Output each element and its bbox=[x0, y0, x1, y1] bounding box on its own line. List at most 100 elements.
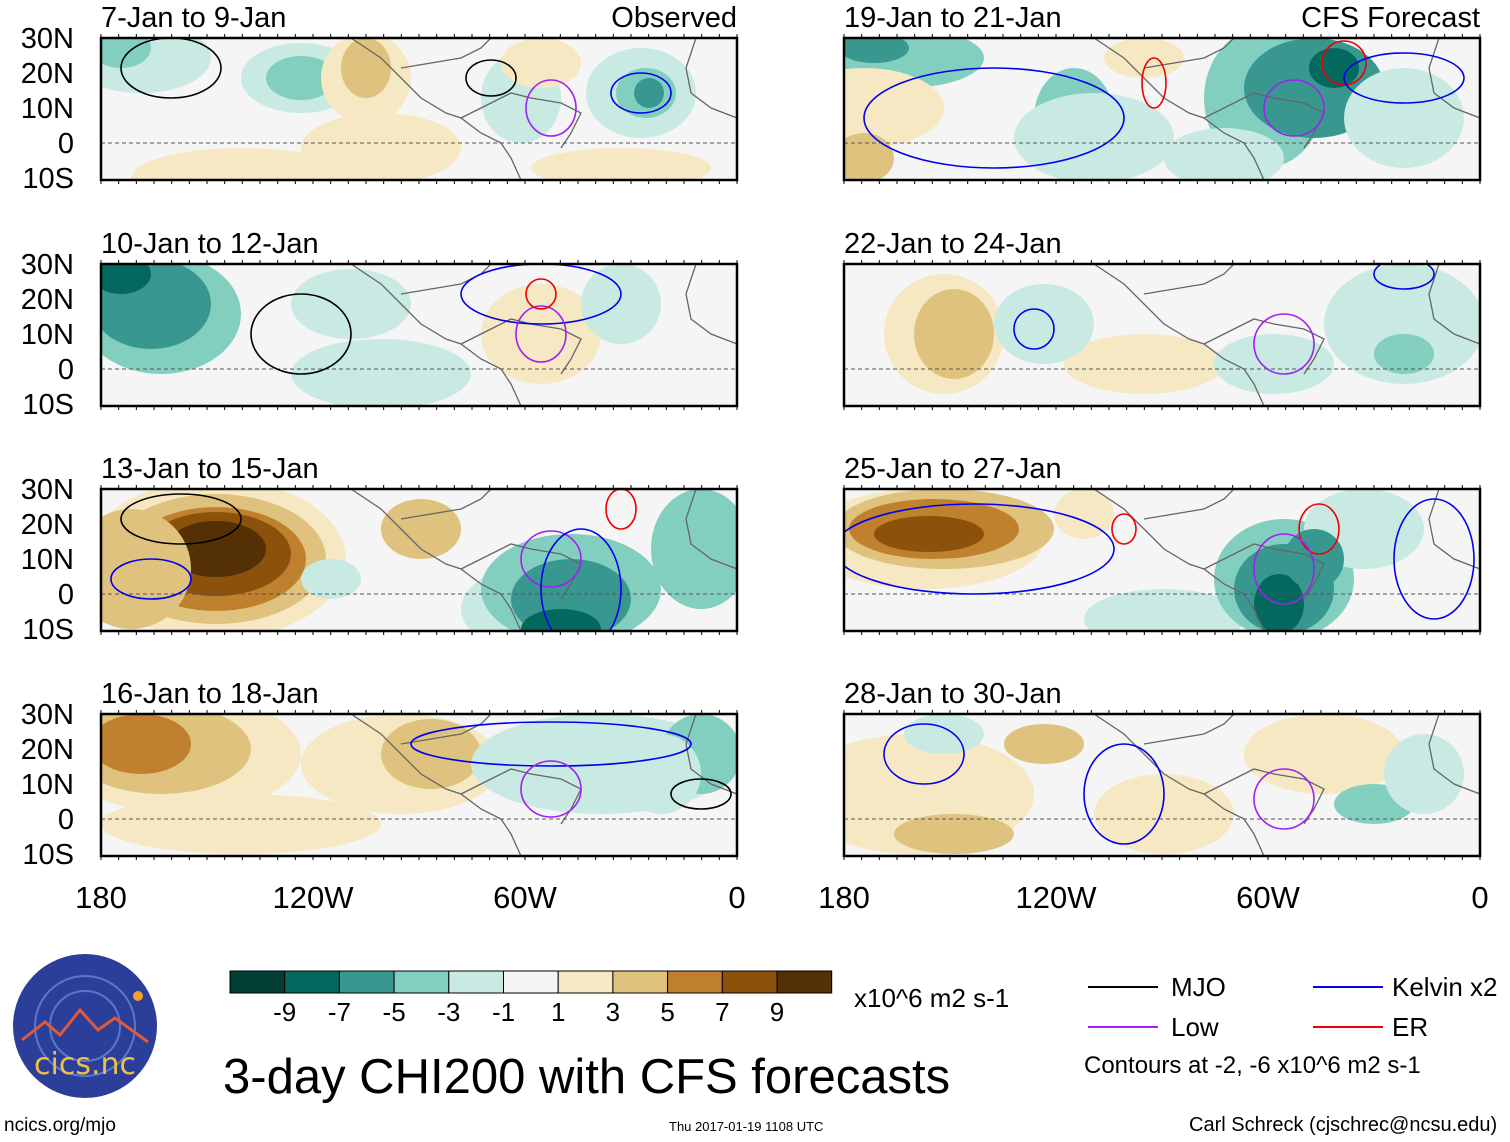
anomaly-shading bbox=[381, 719, 481, 789]
colorbar-tick-label: 7 bbox=[715, 997, 730, 1027]
anomaly-shading bbox=[521, 609, 601, 631]
lat-tick-label: 30N bbox=[20, 23, 74, 55]
lon-tick-label: 0 bbox=[1471, 880, 1489, 915]
anomaly-shading bbox=[621, 734, 701, 814]
contour-line bbox=[120, 493, 242, 545]
lat-tick-label: 10N bbox=[20, 544, 74, 576]
map-panel bbox=[842, 710, 1482, 860]
anomaly-shading bbox=[994, 284, 1094, 364]
lat-tick-label: 10N bbox=[20, 319, 74, 351]
anomaly-shading bbox=[1384, 734, 1464, 814]
column-label: Observed bbox=[611, 2, 737, 34]
colorbar-tick-label: -1 bbox=[491, 997, 516, 1027]
lat-tick-label: 30N bbox=[20, 474, 74, 506]
anomaly-shading bbox=[1054, 489, 1114, 539]
anomaly-shading bbox=[914, 289, 994, 379]
panel-title: 25-Jan to 27-Jan bbox=[844, 453, 1062, 485]
lat-tick-label: 10S bbox=[22, 614, 74, 646]
anomaly-shading bbox=[301, 113, 461, 180]
lat-tick-label: 20N bbox=[20, 509, 74, 541]
map-panel bbox=[842, 34, 1482, 184]
contour-line bbox=[1393, 498, 1475, 620]
colorbar-tick-label: -7 bbox=[327, 997, 351, 1027]
anomaly-shading bbox=[501, 38, 581, 88]
colorbar-tick-label: -3 bbox=[437, 997, 461, 1027]
map-panel bbox=[99, 260, 739, 410]
lat-tick-label: 10N bbox=[20, 93, 74, 125]
contour-line bbox=[1111, 513, 1137, 545]
anomaly-shading bbox=[531, 148, 711, 180]
lat-tick-label: 10S bbox=[22, 839, 74, 871]
anomaly-shading bbox=[1324, 264, 1480, 384]
lon-tick-label: 0 bbox=[728, 880, 746, 915]
contour-line bbox=[1083, 743, 1165, 845]
contour-line bbox=[520, 760, 582, 818]
anomaly-shading bbox=[651, 489, 737, 609]
lat-tick-label: 10N bbox=[20, 769, 74, 801]
coastline bbox=[1093, 714, 1480, 856]
contour-line bbox=[460, 264, 622, 325]
contour-line bbox=[515, 305, 567, 363]
contour-line bbox=[1321, 40, 1367, 86]
lat-tick-label: 20N bbox=[20, 734, 74, 766]
contour-line bbox=[1263, 79, 1325, 137]
contour-line bbox=[1013, 308, 1055, 350]
coastline bbox=[350, 38, 737, 180]
map-panel bbox=[99, 485, 739, 635]
coastline bbox=[1093, 38, 1480, 180]
contour-line bbox=[863, 67, 1125, 169]
colorbar-tick-label: 1 bbox=[550, 997, 566, 1027]
contour-line bbox=[120, 38, 222, 99]
anomaly-shading bbox=[1214, 334, 1334, 394]
contour-line bbox=[1253, 768, 1315, 830]
lon-tick-label: 60W bbox=[1236, 880, 1300, 915]
anomaly-shading bbox=[1084, 589, 1244, 631]
lon-tick-label: 180 bbox=[75, 880, 127, 915]
contour-line bbox=[525, 278, 557, 310]
anomaly-shading bbox=[1064, 334, 1224, 394]
contour-line bbox=[844, 503, 1115, 595]
contour-line bbox=[465, 59, 517, 97]
anomaly-shading bbox=[101, 794, 381, 854]
lat-tick-label: 10S bbox=[22, 163, 74, 195]
panel-title: 28-Jan to 30-Jan bbox=[844, 678, 1062, 710]
contour-line bbox=[520, 530, 582, 588]
colorbar-tick-label: 3 bbox=[605, 997, 621, 1027]
panel-title: 16-Jan to 18-Jan bbox=[101, 678, 319, 710]
lon-tick-label: 180 bbox=[818, 880, 870, 915]
coastline bbox=[1093, 264, 1480, 406]
map-panel bbox=[99, 34, 739, 184]
legend-er: ER bbox=[1392, 1012, 1429, 1042]
panel-title: 22-Jan to 24-Jan bbox=[844, 228, 1062, 260]
map-panel bbox=[842, 260, 1482, 410]
legend-low: Low bbox=[1171, 1012, 1219, 1042]
map-panel bbox=[842, 485, 1482, 635]
column-label: CFS Forecast bbox=[1301, 2, 1480, 34]
source-url[interactable]: ncics.org/mjo bbox=[4, 1115, 116, 1136]
colorbar-swatch bbox=[776, 970, 833, 994]
colorbar-tick-label: -9 bbox=[273, 997, 297, 1027]
lon-tick-label: 120W bbox=[1015, 880, 1097, 915]
lat-tick-label: 0 bbox=[57, 354, 74, 386]
author-credit: Carl Schreck (cjschrec@ncsu.edu) bbox=[1189, 1114, 1498, 1136]
anomaly-shading bbox=[634, 78, 664, 108]
contour-line bbox=[670, 778, 732, 810]
coastline bbox=[350, 264, 737, 406]
panel-title: 13-Jan to 15-Jan bbox=[101, 453, 319, 485]
colorbar-tick-label: -5 bbox=[382, 997, 406, 1027]
anomaly-shading bbox=[341, 38, 391, 98]
lat-tick-label: 20N bbox=[20, 284, 74, 316]
anomaly-shading bbox=[844, 68, 944, 148]
lat-tick-label: 20N bbox=[20, 58, 74, 90]
anomaly-shading bbox=[894, 814, 1014, 854]
anomaly-shading bbox=[266, 56, 336, 100]
panel-title: 19-Jan to 21-Jan bbox=[844, 2, 1062, 34]
map-panel bbox=[99, 710, 739, 860]
anomaly-shading bbox=[1374, 334, 1434, 374]
lon-tick-label: 120W bbox=[272, 880, 354, 915]
contour-line bbox=[605, 489, 637, 530]
